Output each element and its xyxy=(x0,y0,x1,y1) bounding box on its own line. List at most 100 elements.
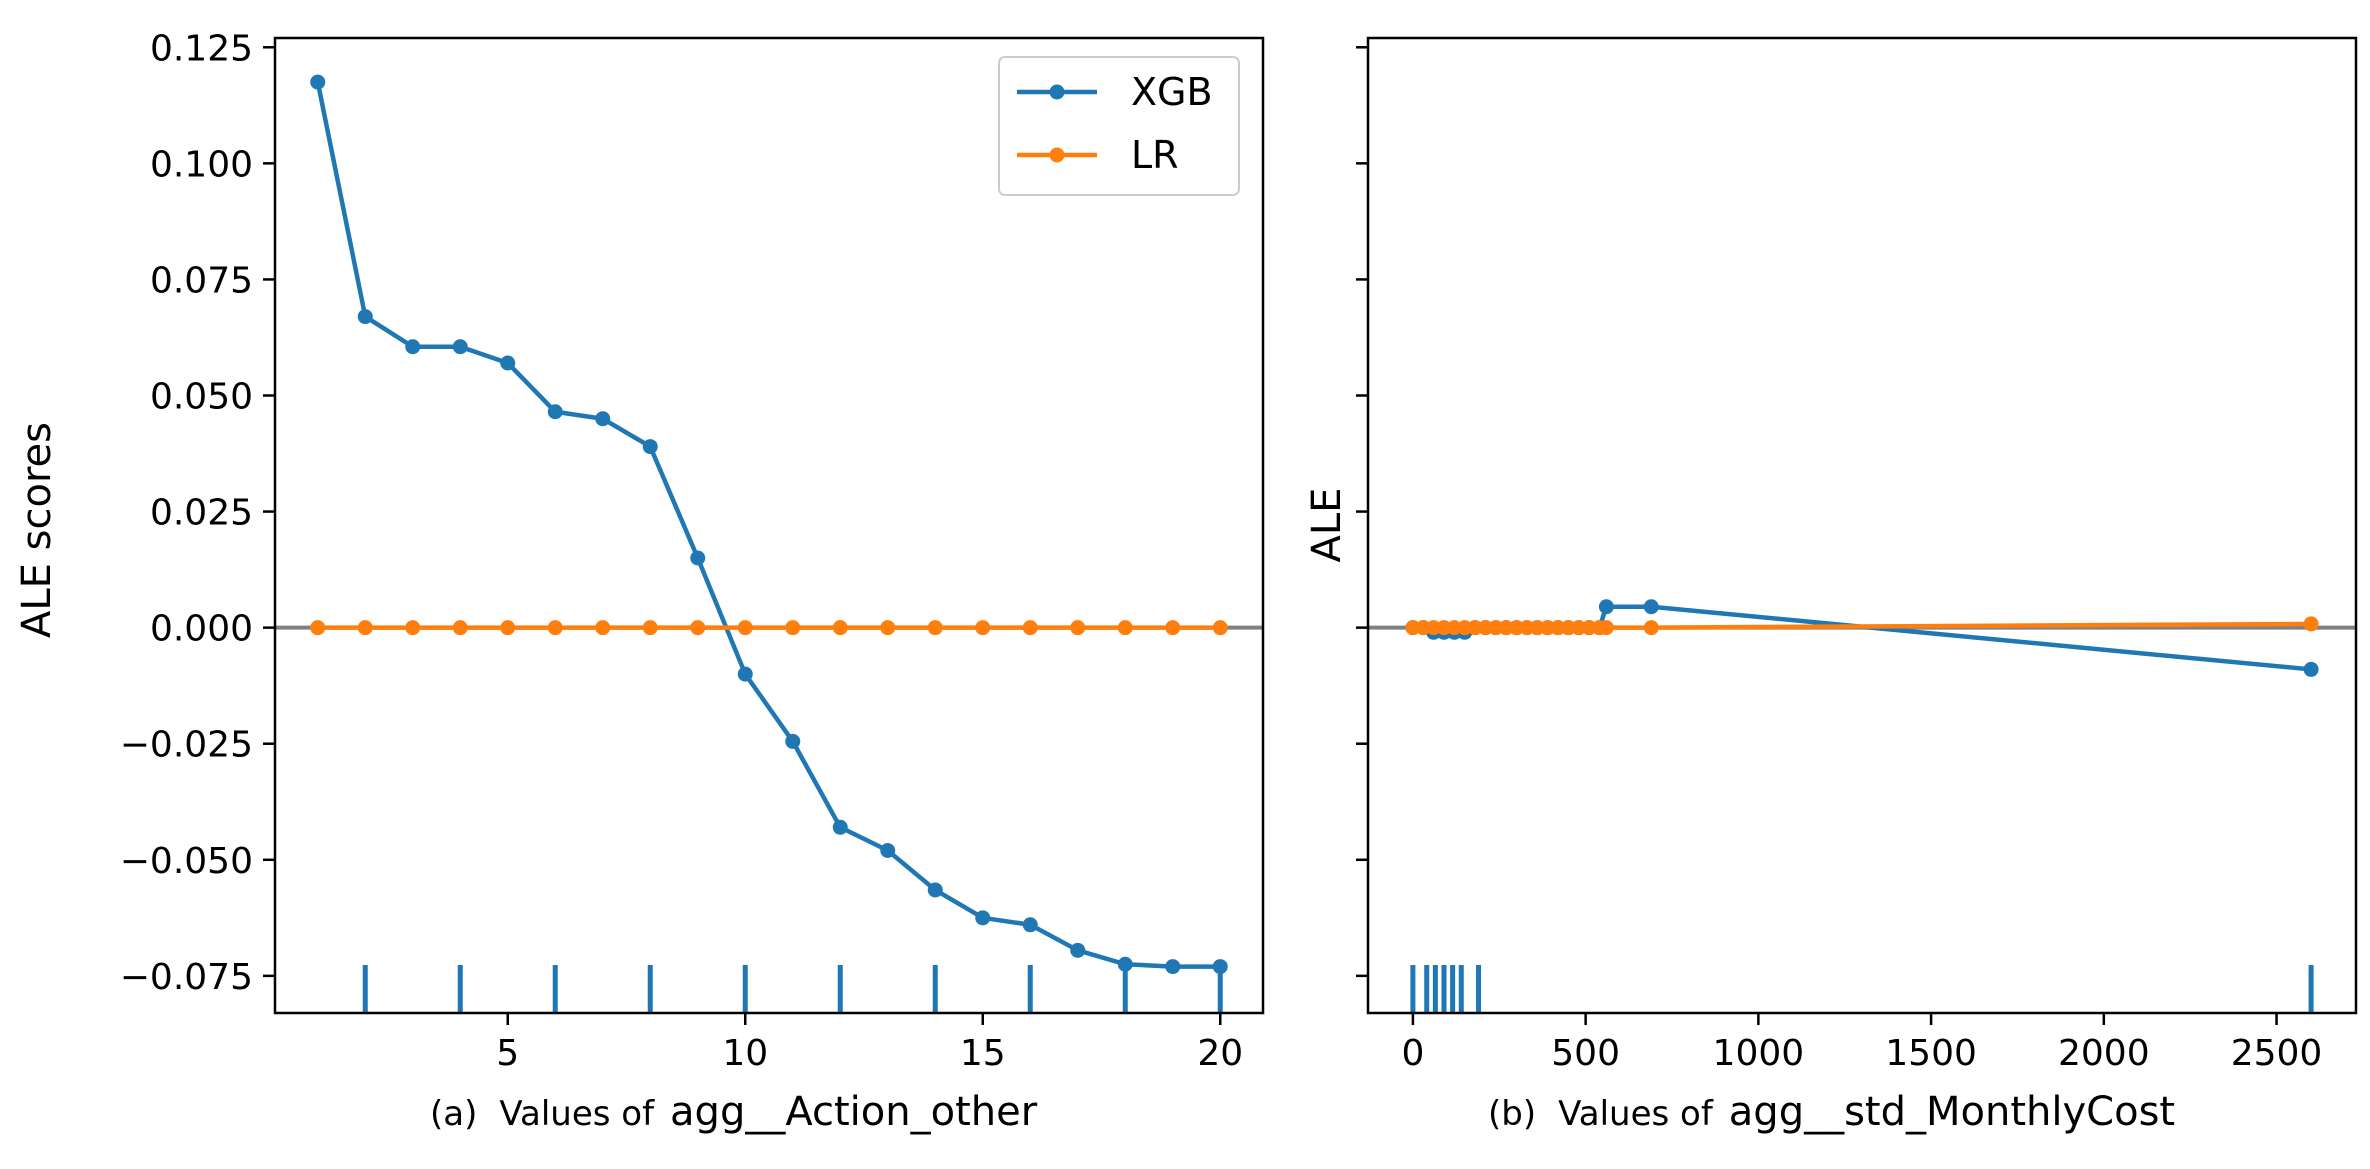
x-tick-label: 20 xyxy=(1197,1033,1243,1074)
x-tick-label: 0 xyxy=(1401,1033,1424,1074)
data-point-lr xyxy=(1467,620,1483,636)
data-point-lr xyxy=(642,620,658,636)
data-point-xgb xyxy=(1212,959,1228,975)
caption-prefix: Values of xyxy=(499,1094,655,1134)
x-tick-label: 2500 xyxy=(2231,1033,2323,1074)
data-point-lr xyxy=(1415,620,1431,636)
data-point-xgb xyxy=(927,882,943,898)
y-tick-label: −0.075 xyxy=(120,957,253,998)
x-tick-label: 1500 xyxy=(1885,1033,1977,1074)
data-point-xgb xyxy=(547,404,563,420)
data-point-xgb xyxy=(1022,917,1038,933)
data-point-lr xyxy=(1022,620,1038,636)
data-point-lr xyxy=(1643,620,1659,636)
legend: XGB LR xyxy=(998,56,1240,196)
x-tick-label: 1000 xyxy=(1713,1033,1805,1074)
panel-b: 0 500 1000 1500 2000 2500 ALE (b) Values of agg__… xyxy=(1304,36,2358,1135)
data-point-xgb xyxy=(500,355,516,371)
data-point-xgb xyxy=(2303,661,2319,677)
data-point-lr xyxy=(1550,620,1566,636)
data-point-lr xyxy=(1436,620,1452,636)
data-point-lr xyxy=(690,620,706,636)
data-point-lr xyxy=(1212,620,1228,636)
y-tick-label: 0.050 xyxy=(150,377,253,418)
data-point-lr xyxy=(1488,620,1504,636)
data-point-lr xyxy=(357,620,373,636)
data-point-lr xyxy=(880,620,896,636)
data-point-xgb xyxy=(642,439,658,455)
legend-marker xyxy=(1049,147,1065,163)
data-point-xgb xyxy=(1598,599,1614,615)
data-point-lr xyxy=(1117,620,1133,636)
rug-marks xyxy=(362,965,1223,1013)
data-point-lr xyxy=(927,620,943,636)
series-lr xyxy=(1405,616,2319,636)
x-axis-title: agg__Action_other xyxy=(670,1089,1038,1135)
x-axis-title: agg__std_MonthlyCost xyxy=(1729,1089,2175,1135)
x-tick-label: 10 xyxy=(722,1033,768,1074)
series-xgb xyxy=(1405,599,2319,677)
y-tick-label: 0.025 xyxy=(150,493,253,534)
data-point-xgb xyxy=(452,339,468,355)
panel-caption: (b) xyxy=(1488,1094,1536,1134)
data-point-lr xyxy=(1581,620,1597,636)
y-axis: 0.125 0.100 0.075 0.050 0.025 0.000 −0.025 −0.0… xyxy=(120,28,275,998)
data-point-xgb xyxy=(357,309,373,325)
data-point-lr xyxy=(1405,620,1421,636)
data-point-lr xyxy=(595,620,611,636)
legend-label: XGB xyxy=(1131,70,1213,114)
x-tick-label: 15 xyxy=(960,1033,1006,1074)
series-lr xyxy=(310,620,1228,636)
panel-caption: (a) xyxy=(430,1094,477,1134)
data-point-xgb xyxy=(1070,942,1086,958)
data-point-lr xyxy=(310,620,326,636)
series-xgb xyxy=(310,74,1228,975)
data-point-lr xyxy=(1509,620,1525,636)
data-point-lr xyxy=(1426,620,1442,636)
y-axis xyxy=(1356,46,1368,978)
data-point-lr xyxy=(975,620,991,636)
x-axis: 5 10 15 20 xyxy=(496,1013,1243,1074)
data-point-lr xyxy=(785,620,801,636)
y-axis-title: ALE scores xyxy=(14,422,60,638)
x-axis: 0 500 1000 1500 2000 2500 xyxy=(1401,1013,2322,1074)
x-tick-label: 500 xyxy=(1551,1033,1620,1074)
x-axis-caption: (a) Values of agg__Action_other xyxy=(430,1089,1038,1135)
data-point-lr xyxy=(1571,620,1587,636)
data-point-lr xyxy=(1498,620,1514,636)
data-point-lr xyxy=(1519,620,1535,636)
y-tick-label: 0.125 xyxy=(150,28,253,69)
data-point-lr xyxy=(1457,620,1473,636)
data-point-lr xyxy=(405,620,421,636)
y-tick-label: −0.050 xyxy=(120,841,253,882)
data-point-xgb xyxy=(1117,956,1133,972)
data-point-lr xyxy=(1560,620,1576,636)
x-tick-label: 2000 xyxy=(2058,1033,2150,1074)
data-point-xgb xyxy=(1165,959,1181,975)
data-point-xgb xyxy=(595,411,611,427)
data-point-xgb xyxy=(832,819,848,835)
panel-a: 5 10 15 20 0.125 0.100 0.075 0.050 0.025 0.000 −0.… xyxy=(14,28,1265,1135)
data-point-xgb xyxy=(880,843,896,858)
data-point-lr xyxy=(2303,616,2319,632)
data-point-lr xyxy=(1598,620,1614,636)
legend-label: LR xyxy=(1131,133,1179,177)
rug-marks xyxy=(1410,965,2314,1013)
y-tick-label: 0.100 xyxy=(150,144,253,185)
data-point-lr xyxy=(452,620,468,636)
caption-prefix: Values of xyxy=(1558,1094,1714,1134)
data-point-xgb xyxy=(975,910,991,926)
data-point-lr xyxy=(1540,620,1556,636)
y-tick-label: 0.000 xyxy=(150,609,253,650)
data-point-lr xyxy=(500,620,516,636)
y-tick-label: 0.075 xyxy=(150,260,253,301)
x-tick-label: 5 xyxy=(496,1033,519,1074)
data-point-xgb xyxy=(310,74,326,90)
data-point-lr xyxy=(1477,620,1493,636)
legend-marker xyxy=(1049,84,1065,100)
data-point-lr xyxy=(737,620,753,636)
legend-entry-xgb: XGB xyxy=(1017,70,1213,114)
data-point-lr xyxy=(1529,620,1545,636)
data-point-lr xyxy=(1446,620,1462,636)
